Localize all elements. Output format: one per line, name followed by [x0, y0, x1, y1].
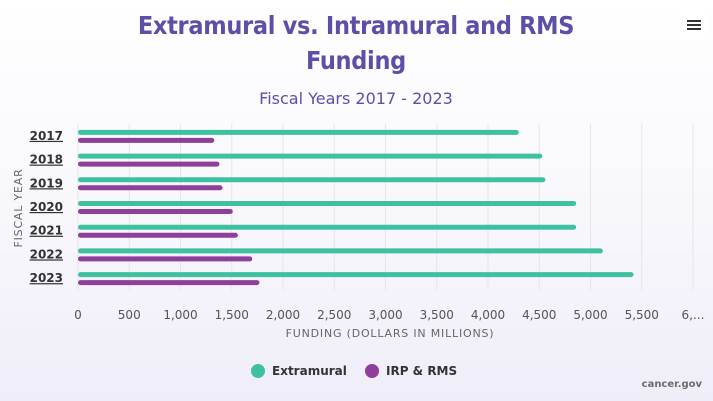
legend-label: Extramural	[272, 364, 347, 378]
category-label[interactable]: 2021	[30, 224, 63, 238]
x-tick-label: 4,000	[471, 308, 505, 322]
x-tick-label: 3,500	[420, 308, 454, 322]
legend-item-extramural[interactable]: Extramural	[251, 364, 347, 378]
x-tick-label: 5,000	[573, 308, 607, 322]
bar-irp-rms-2023[interactable]	[78, 280, 260, 286]
legend-swatch	[251, 364, 265, 378]
x-tick-label: 500	[118, 308, 141, 322]
x-tick-label: 2,000	[266, 308, 300, 322]
bar-irp-rms-2021[interactable]	[78, 232, 238, 238]
legend-item-irp-rms[interactable]: IRP & RMS	[365, 364, 457, 378]
category-labels: 2017 2018 2019 2020 2021 2022 2023	[30, 129, 63, 285]
x-tick-label: 3,000	[368, 308, 402, 322]
bar-irp-rms-2018[interactable]	[78, 161, 220, 167]
x-tick-label: 4,500	[522, 308, 556, 322]
x-tick-labels: 0 500 1,000 1,500 2,000 2,500 3,000 3,500 4,000 4…	[74, 308, 704, 322]
hamburger-menu-icon[interactable]	[680, 11, 708, 39]
x-tick-label: 5,500	[625, 308, 659, 322]
bar-extramural-2021[interactable]	[78, 224, 577, 230]
x-tick-label: 2,500	[317, 308, 351, 322]
x-tick-label: 6,...	[682, 308, 705, 322]
legend-label: IRP & RMS	[386, 364, 457, 378]
bar-extramural-2018[interactable]	[78, 153, 543, 159]
category-label[interactable]: 2020	[30, 200, 63, 214]
bar-extramural-2019[interactable]	[78, 177, 546, 183]
category-label[interactable]: 2018	[30, 153, 63, 167]
bar-irp-rms-2022[interactable]	[78, 256, 253, 262]
bar-irp-rms-2019[interactable]	[78, 185, 223, 191]
bar-extramural-2022[interactable]	[78, 248, 603, 254]
gridlines	[77, 124, 694, 290]
x-tick-label: 0	[74, 308, 82, 322]
category-label[interactable]: 2022	[30, 247, 63, 261]
bar-extramural-2020[interactable]	[78, 201, 577, 206]
bar-extramural-2023[interactable]	[78, 272, 634, 278]
bar-extramural-2017[interactable]	[78, 129, 519, 135]
x-axis-title: FUNDING (DOLLARS IN MILLIONS)	[286, 327, 495, 340]
legend-swatch	[365, 364, 379, 378]
category-label[interactable]: 2023	[30, 271, 63, 285]
x-tick-label: 1,000	[163, 308, 197, 322]
category-label[interactable]: 2019	[30, 176, 63, 190]
legend: Extramural IRP & RMS	[251, 364, 457, 378]
credit-link[interactable]: cancer.gov	[641, 379, 702, 390]
bar-irp-rms-2020[interactable]	[78, 209, 233, 214]
bar-irp-rms-2017[interactable]	[78, 137, 215, 143]
chart-subtitle: Fiscal Years 2017 - 2023	[259, 89, 453, 108]
chart-title: Extramural vs. Intramural and RMS Funding	[137, 11, 575, 75]
x-tick-label: 1,500	[215, 308, 249, 322]
bars	[78, 129, 634, 286]
category-label[interactable]: 2017	[30, 129, 63, 143]
y-axis-title: FISCAL YEAR	[12, 168, 25, 247]
